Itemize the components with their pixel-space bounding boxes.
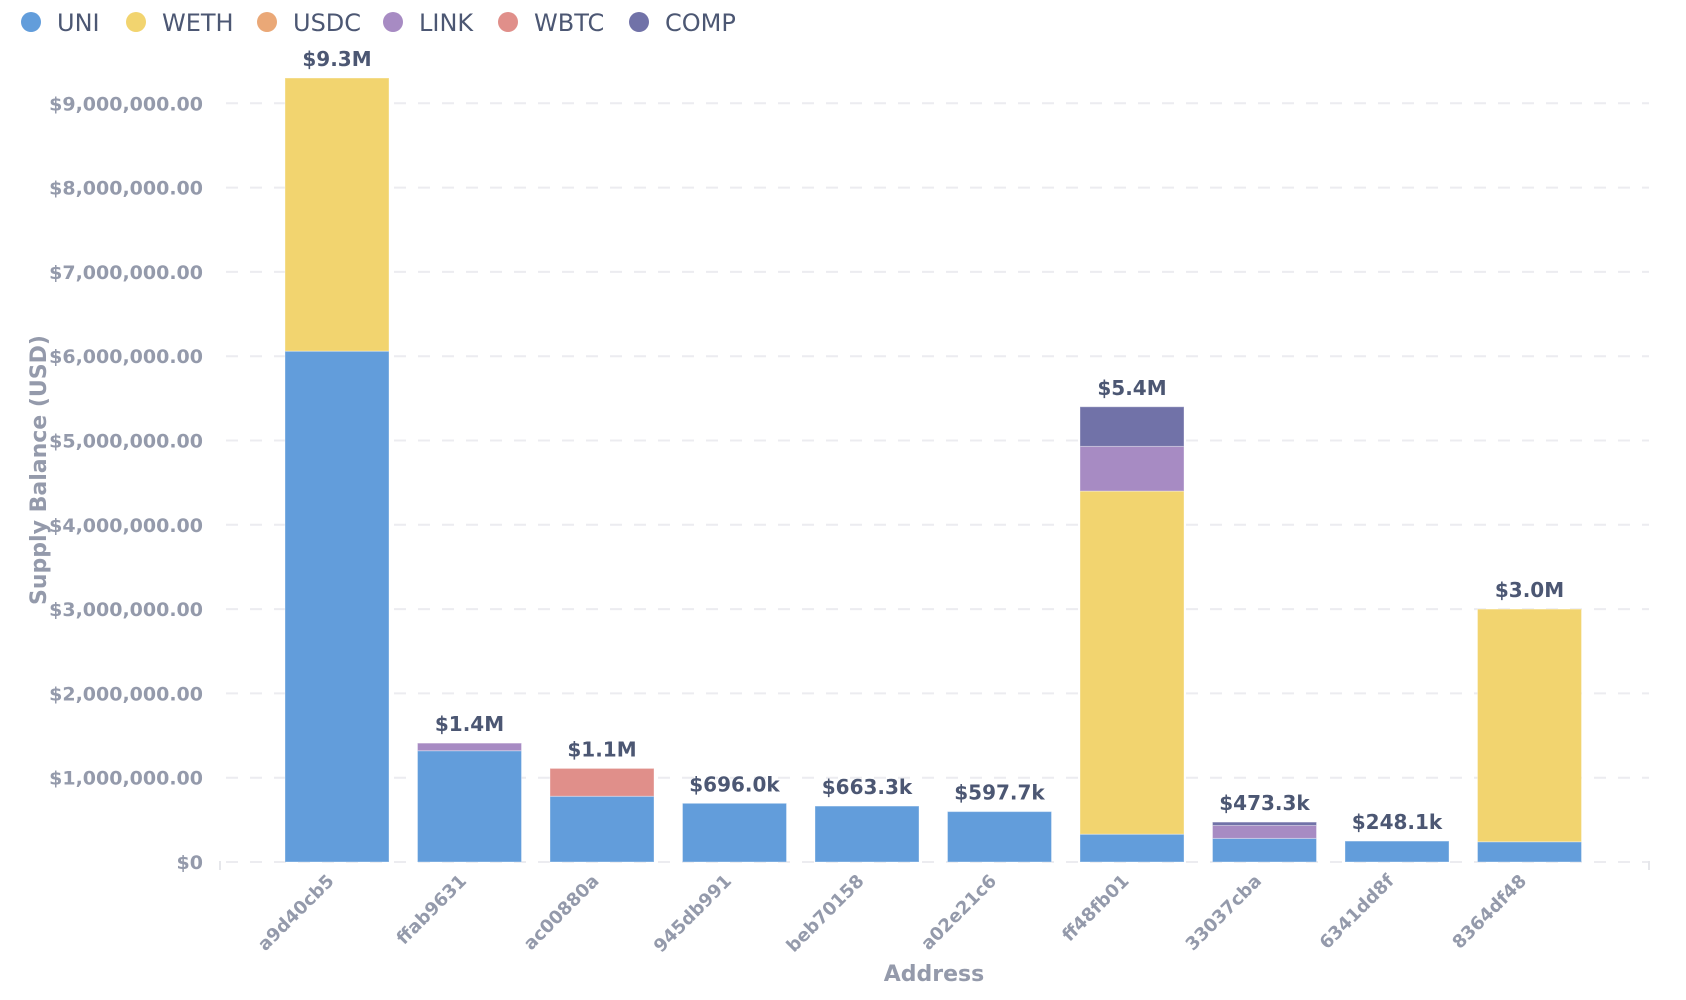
- x-tick-label: 8364df48: [1448, 871, 1531, 954]
- bar-segment-uni[interactable]: [284, 350, 390, 863]
- bar-segment-uni[interactable]: [1212, 837, 1317, 863]
- x-tick-label: ff48fb01: [1058, 871, 1133, 946]
- bar-stack-ffab9631[interactable]: [417, 742, 522, 863]
- total-label: $473.3k: [1219, 791, 1310, 815]
- bar-stack-33037cba[interactable]: [1212, 821, 1317, 863]
- legend-label: WBTC: [534, 9, 604, 37]
- legend-item-comp[interactable]: COMP: [629, 9, 736, 37]
- x-tick-label: ffab9631: [393, 871, 471, 949]
- bar-segment-weth[interactable]: [1079, 490, 1185, 835]
- legend-item-weth[interactable]: WETH: [126, 9, 234, 37]
- bar-segment-uni[interactable]: [1344, 840, 1450, 863]
- bar-segment-weth[interactable]: [1477, 608, 1582, 843]
- legend-item-usdc[interactable]: USDC: [257, 9, 361, 37]
- bar-segment-link[interactable]: [417, 742, 522, 752]
- bars: [284, 77, 1582, 863]
- y-axis-title: Supply Balance (USD): [27, 335, 52, 605]
- x-tick-label: beb70158: [783, 871, 869, 957]
- bar-segment-uni[interactable]: [682, 802, 787, 863]
- total-label: $1.4M: [435, 712, 504, 736]
- y-tick-label: $0: [177, 852, 203, 874]
- total-label: $3.0M: [1495, 578, 1564, 602]
- legend-item-wbtc[interactable]: WBTC: [498, 9, 604, 37]
- bar-stack-945db991[interactable]: [682, 802, 787, 863]
- bar-segment-uni[interactable]: [417, 750, 522, 863]
- bar-segment-link[interactable]: [1212, 824, 1317, 839]
- y-tick-label: $6,000,000.00: [49, 346, 203, 368]
- y-tick-label: $8,000,000.00: [49, 178, 203, 200]
- x-tick-label: a02e21c6: [917, 871, 1001, 955]
- total-label: $696.0k: [689, 772, 780, 796]
- legend-dot-icon: [383, 12, 403, 32]
- y-tick-label: $1,000,000.00: [49, 768, 203, 790]
- x-tick-label: 945db991: [650, 871, 736, 957]
- y-tick-label: $3,000,000.00: [49, 599, 203, 621]
- legend-dot-icon: [126, 12, 146, 32]
- legend-label: COMP: [665, 9, 736, 37]
- legend-label: LINK: [419, 9, 474, 37]
- x-tick-label: a9d40cb5: [254, 871, 339, 956]
- bar-stack-a9d40cb5[interactable]: [284, 77, 390, 863]
- bar-stack-beb70158[interactable]: [814, 805, 920, 863]
- legend-dot-icon: [629, 12, 649, 32]
- total-label: $597.7k: [954, 781, 1045, 805]
- x-axis-ticks: a9d40cb5 ffab9631 ac00880a 945db991 beb70158…: [254, 871, 1531, 957]
- y-tick-label: $4,000,000.00: [49, 515, 203, 537]
- legend: UNI WETH USDC LINK WBTC COMP: [21, 9, 736, 37]
- x-tick-label: 33037cba: [1182, 871, 1266, 955]
- bar-segment-uni[interactable]: [549, 795, 655, 863]
- legend-label: USDC: [293, 9, 361, 37]
- x-axis-title: Address: [884, 962, 984, 987]
- bar-stack-ac00880a[interactable]: [549, 767, 655, 863]
- bar-stack-6341dd8f[interactable]: [1344, 840, 1450, 863]
- legend-item-link[interactable]: LINK: [383, 9, 474, 37]
- legend-dot-icon: [257, 12, 277, 32]
- total-label: $248.1k: [1352, 810, 1443, 834]
- legend-item-uni[interactable]: UNI: [21, 9, 100, 37]
- legend-dot-icon: [498, 12, 518, 32]
- data-labels: $9.3M $1.4M $1.1M $696.0k $663.3k $597.7k $5.4…: [302, 47, 1564, 834]
- y-axis-ticks: $0 $1,000,000.00 $2,000,000.00 $3,000,000.0…: [49, 93, 203, 874]
- x-tick-label: 6341dd8f: [1316, 871, 1399, 954]
- bar-segment-uni[interactable]: [1079, 833, 1185, 863]
- x-tick-label: ac00880a: [520, 871, 604, 955]
- legend-label: WETH: [162, 9, 234, 37]
- legend-dot-icon: [21, 12, 41, 32]
- bar-stack-ff48fb01[interactable]: [1079, 406, 1185, 863]
- legend-label: UNI: [57, 9, 100, 37]
- y-tick-label: $9,000,000.00: [49, 93, 203, 115]
- total-label: $5.4M: [1097, 376, 1166, 400]
- bar-segment-comp[interactable]: [1079, 406, 1185, 447]
- y-tick-label: $2,000,000.00: [49, 683, 203, 705]
- bar-segment-link[interactable]: [1079, 445, 1185, 492]
- bar-segment-uni[interactable]: [1477, 841, 1582, 863]
- bar-stack-8364df48[interactable]: [1477, 608, 1582, 863]
- y-tick-label: $7,000,000.00: [49, 262, 203, 284]
- bar-segment-uni[interactable]: [947, 811, 1052, 863]
- total-label: $9.3M: [302, 47, 371, 71]
- bar-segment-wbtc[interactable]: [549, 767, 655, 797]
- bar-segment-comp[interactable]: [1212, 821, 1317, 826]
- total-label: $663.3k: [822, 775, 913, 799]
- y-tick-label: $5,000,000.00: [49, 431, 203, 453]
- bar-segment-weth[interactable]: [284, 77, 390, 352]
- total-label: $1.1M: [567, 737, 636, 761]
- bar-stack-a02e21c6[interactable]: [947, 811, 1052, 863]
- bar-segment-uni[interactable]: [814, 805, 920, 863]
